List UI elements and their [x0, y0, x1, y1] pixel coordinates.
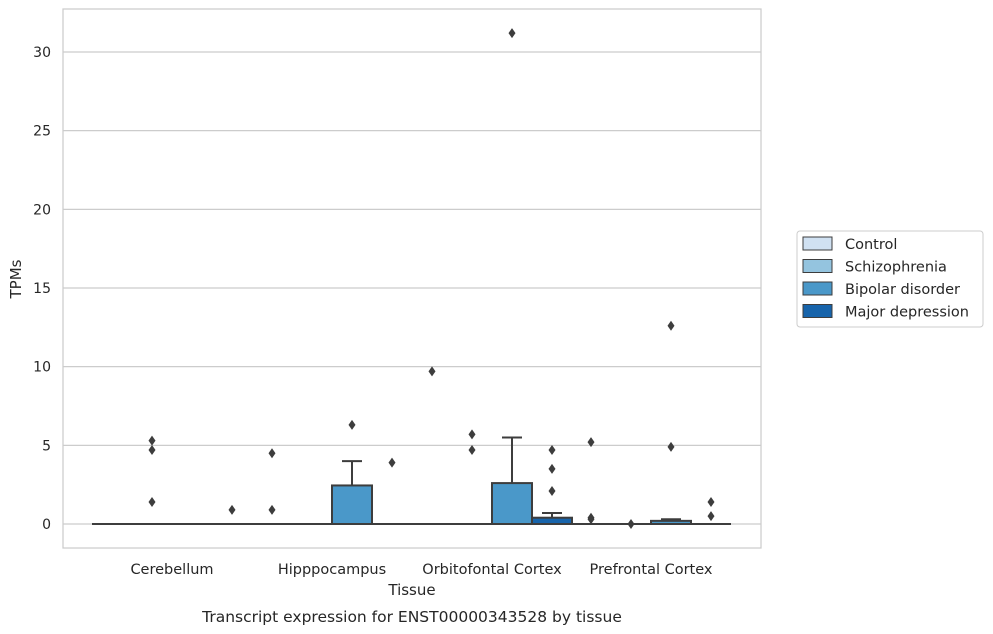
box-body	[331, 484, 373, 526]
box	[571, 437, 611, 525]
x-axis-label: Tissue	[387, 581, 435, 599]
y-axis-label: TPMs	[7, 259, 25, 299]
outlier-point	[587, 514, 595, 525]
y-tick-label: 25	[33, 124, 51, 140]
box	[412, 366, 452, 525]
outlier-point	[707, 496, 715, 507]
outlier-point	[268, 504, 276, 515]
x-tick-labels: Cerebellum Hipppocampus Orbitofontal Corte…	[130, 562, 712, 578]
y-tick-label: 10	[33, 360, 51, 376]
legend-swatch	[802, 304, 833, 318]
outlier-point	[428, 366, 436, 377]
legend-label: Bipolar disorder	[845, 282, 960, 298]
outlier-point	[148, 435, 156, 446]
x-tick-label: Cerebellum	[130, 562, 213, 578]
outlier-point	[148, 445, 156, 456]
y-tick-label: 15	[33, 281, 51, 297]
outlier-point	[548, 485, 556, 496]
box	[491, 28, 533, 525]
box-series	[92, 28, 731, 529]
x-tick-label: Orbitofontal Cortex	[422, 562, 562, 578]
outlier-point	[548, 445, 556, 456]
outlier-point	[268, 448, 276, 459]
x-tick-label: Hipppocampus	[278, 562, 386, 578]
y-tick-label: 20	[33, 202, 51, 218]
box	[212, 504, 252, 525]
y-tick-label: 30	[33, 45, 51, 61]
y-tick-labels: 0 5 10 15 20 25 30	[33, 45, 51, 533]
outlier-point	[548, 463, 556, 474]
box	[132, 435, 172, 525]
outlier-point	[707, 511, 715, 522]
box	[452, 429, 492, 525]
box	[611, 519, 651, 529]
box	[650, 320, 692, 525]
outlier-point	[667, 441, 675, 452]
legend-label: Control	[845, 237, 897, 253]
outlier-point	[627, 519, 635, 529]
legend-label: Major depression	[845, 305, 969, 321]
outlier-point	[468, 445, 476, 456]
box	[331, 419, 373, 526]
box	[252, 448, 292, 525]
outlier-point	[348, 419, 356, 430]
legend: Control Schizophrenia Bipolar disorder Majo…	[796, 230, 984, 328]
outlier-point	[388, 457, 396, 468]
box	[372, 457, 412, 525]
x-tick-label: Prefrontal Cortex	[590, 562, 713, 578]
box	[691, 496, 731, 525]
legend-swatch	[802, 281, 833, 296]
outlier-point	[508, 28, 516, 39]
box	[531, 445, 573, 525]
legend-swatch	[802, 236, 833, 251]
box-body	[491, 482, 533, 525]
outlier-point	[667, 320, 675, 331]
chart-title: Transcript expression for ENST0000034352…	[201, 608, 622, 626]
grid	[63, 51, 761, 525]
outlier-point	[468, 429, 476, 440]
outlier-point	[228, 504, 236, 515]
outlier-point	[148, 496, 156, 507]
legend-frame	[796, 230, 984, 328]
legend-swatch	[802, 259, 833, 273]
y-tick-label: 0	[42, 517, 51, 533]
plot-frame	[62, 8, 762, 549]
y-tick-label: 5	[42, 438, 51, 454]
outlier-point	[587, 437, 595, 448]
legend-label: Schizophrenia	[845, 260, 947, 276]
